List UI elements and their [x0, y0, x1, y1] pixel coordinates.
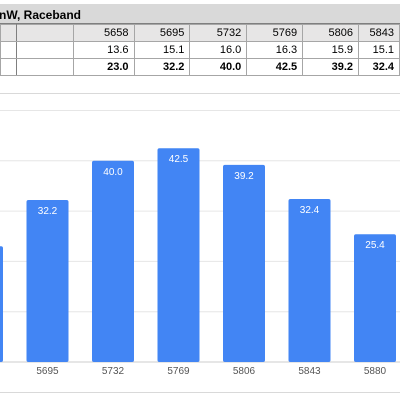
bar[interactable]	[92, 160, 134, 362]
bar-value-label: 40.0	[103, 167, 123, 178]
data-table: 5658 5695 5732 5769 5806 5843 13.6 15.1 …	[0, 24, 400, 76]
chart-frame[interactable]	[0, 93, 400, 393]
bar[interactable]	[354, 234, 396, 362]
x-tick-label: 5806	[233, 366, 256, 377]
sheet-header: nW, Raceband	[0, 8, 82, 22]
freq-cell[interactable]: 5695	[133, 24, 191, 42]
x-tick-label: 5843	[298, 366, 321, 377]
spreadsheet: nW, Raceband 5658 5695 5732 5769 5806 58…	[0, 0, 400, 80]
value-cell[interactable]: 15.9	[302, 41, 360, 59]
sum-cell[interactable]: 42.5	[246, 58, 304, 76]
sum-cell[interactable]: 40.0	[189, 58, 248, 76]
bar-value-label: 32.4	[300, 205, 320, 216]
sum-cell[interactable]: 32.4	[358, 58, 400, 76]
bar[interactable]	[157, 148, 200, 362]
freq-cell[interactable]: 5769	[246, 24, 304, 42]
bar-value-label: 32.2	[38, 206, 58, 217]
bar-value-label: 39.2	[234, 171, 254, 182]
x-tick-label: 5880	[364, 366, 387, 377]
x-tick-label: 5769	[167, 366, 190, 377]
freq-cell[interactable]: 5843	[358, 24, 400, 42]
bar-value-label: 25.4	[365, 240, 385, 251]
freq-cell[interactable]: 5806	[302, 24, 360, 42]
row-cell[interactable]	[0, 24, 17, 42]
bar-value-label: 42.5	[169, 154, 189, 165]
sum-cell[interactable]: 39.2	[302, 58, 360, 76]
sum-cell[interactable]: 32.2	[133, 58, 191, 76]
row-cell[interactable]	[0, 58, 17, 76]
sum-cell[interactable]: 23.0	[72, 58, 135, 76]
bar[interactable]	[223, 164, 265, 362]
sheet-header-bar: nW, Raceband	[0, 4, 400, 24]
bar[interactable]	[0, 246, 3, 362]
bar[interactable]	[26, 200, 69, 362]
x-tick-label: 5732	[102, 366, 125, 377]
bar[interactable]	[288, 199, 331, 362]
x-tick-label: 5695	[36, 366, 59, 377]
freq-cell[interactable]: 5658	[72, 24, 135, 42]
freq-cell[interactable]: 5732	[189, 24, 248, 42]
sum-row: 23.0 32.2 40.0 42.5 39.2 32.4	[0, 58, 400, 76]
value-cell[interactable]: 13.6	[72, 41, 135, 59]
